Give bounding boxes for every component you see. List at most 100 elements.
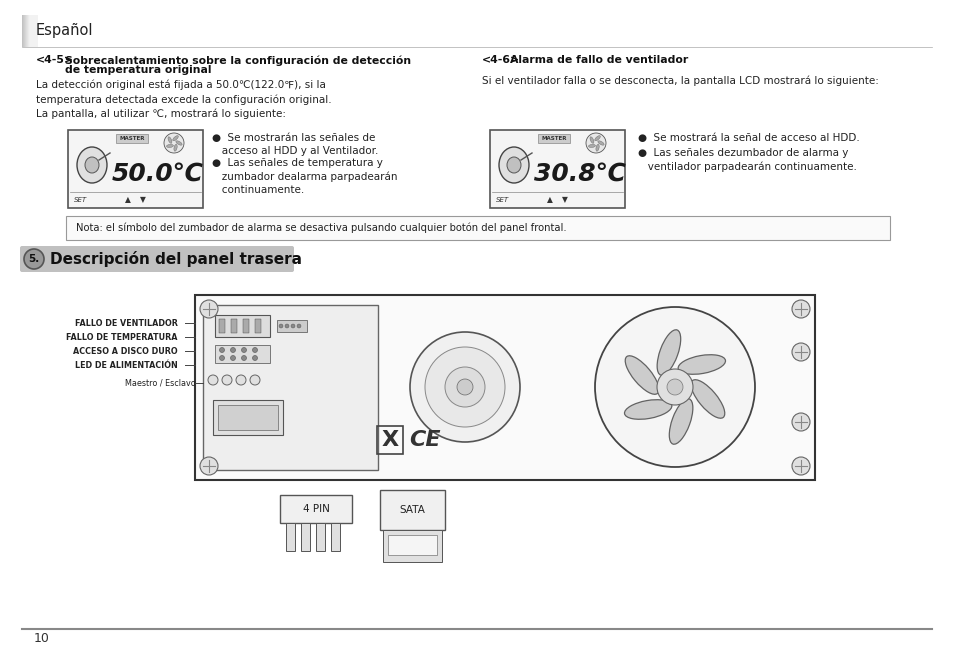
Bar [27,15,35,47]
Bar [27,15,35,47]
Bar [27,15,35,47]
Bar [30,15,38,47]
Bar [28,15,36,47]
Bar [27,15,35,47]
FancyBboxPatch shape [66,216,889,240]
Circle shape [222,375,232,385]
Circle shape [231,347,235,352]
Bar [25,15,33,47]
Bar [25,15,33,47]
Bar [219,319,225,333]
Circle shape [200,457,218,475]
Circle shape [444,367,484,407]
Ellipse shape [498,147,529,183]
Bar [26,15,34,47]
Bar [24,15,32,47]
Circle shape [296,324,301,328]
Ellipse shape [85,157,99,173]
Bar [231,319,236,333]
Bar [25,15,33,47]
Circle shape [24,249,44,269]
Ellipse shape [594,136,599,141]
Text: 10: 10 [34,631,50,644]
Bar [388,535,436,555]
Ellipse shape [598,141,603,145]
Bar [24,15,32,47]
Ellipse shape [624,356,659,395]
Bar [24,15,32,47]
Text: ●  Las señales de temperatura y
   zumbador dealarma parpadearán
   continuament: ● Las señales de temperatura y zumbador … [212,158,397,195]
Bar [25,15,33,47]
Ellipse shape [624,400,671,419]
Bar [28,15,36,47]
Bar [24,15,32,47]
Bar [23,15,31,47]
Bar [315,523,325,551]
Text: Maestro / Esclavo: Maestro / Esclavo [125,378,195,387]
Bar [25,15,34,47]
Bar [27,15,35,47]
Bar [29,15,37,47]
Text: CE: CE [409,430,440,450]
Circle shape [278,324,283,328]
Text: ACCESO A DISCO DURO: ACCESO A DISCO DURO [73,347,178,356]
Text: SET: SET [74,197,87,203]
Bar [24,15,32,47]
Bar [22,15,30,47]
Text: 5.: 5. [29,254,40,264]
Text: SATA: SATA [399,505,425,515]
Bar [26,15,34,47]
Text: MASTER: MASTER [119,136,145,141]
Circle shape [285,324,289,328]
Bar [301,523,310,551]
Bar [28,15,36,47]
Bar [29,15,38,47]
Bar [25,15,33,47]
Ellipse shape [690,380,724,418]
Bar [382,530,441,562]
Bar [29,15,37,47]
Bar [25,15,33,47]
Bar [27,15,35,47]
Bar [23,15,32,47]
Bar [23,15,31,47]
Bar [280,495,352,523]
Text: Español: Español [36,23,93,38]
Bar [29,15,37,47]
Bar [23,15,31,47]
Bar [194,295,814,480]
Ellipse shape [506,157,520,173]
Bar [27,15,35,47]
Bar [30,15,38,47]
Text: ▼: ▼ [561,195,567,204]
Bar [28,15,36,47]
Circle shape [200,300,218,318]
Bar [30,15,38,47]
Text: Nota: el símbolo del zumbador de alarma se desactiva pulsando cualquier botón de: Nota: el símbolo del zumbador de alarma … [76,223,566,233]
Bar [29,15,38,47]
Bar [23,15,31,47]
Circle shape [424,347,504,427]
Bar [26,15,34,47]
Bar [379,490,444,530]
Text: 50.0℃: 50.0℃ [112,162,204,186]
Text: 4 PIN: 4 PIN [302,504,329,514]
FancyBboxPatch shape [20,246,294,272]
Bar [22,15,30,47]
Bar [22,15,30,47]
Text: ▲: ▲ [546,195,553,204]
Bar [25,15,33,47]
Text: <4-6>: <4-6> [481,55,519,65]
Bar [28,15,36,47]
Ellipse shape [168,137,172,143]
Bar [28,15,36,47]
Bar [22,15,31,47]
Bar [29,15,37,47]
Ellipse shape [678,355,724,374]
Circle shape [241,347,246,352]
Bar [203,305,377,470]
Bar [29,15,37,47]
Text: 30.8℃: 30.8℃ [534,162,625,186]
Bar [22,15,30,47]
Bar [214,345,270,363]
